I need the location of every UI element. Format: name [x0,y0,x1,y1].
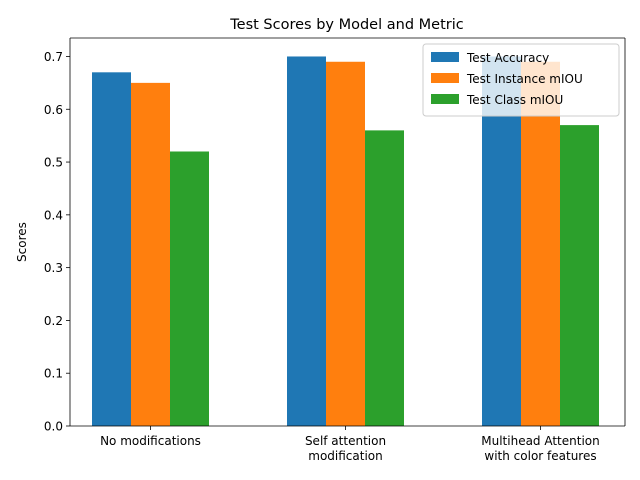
legend-label: Test Class mIOU [466,93,563,107]
x-tick-label: No modifications [100,434,201,448]
y-tick-label: 0.5 [44,156,63,170]
bar-1-2 [287,56,326,426]
bar-3-3 [560,125,599,426]
y-tick-label: 0.0 [44,420,63,434]
bar-2-2 [326,61,365,427]
legend-box [422,43,620,117]
bars-group [92,56,599,427]
x-tick-label: Multihead Attention with color features [481,434,600,463]
axes-group: 0.0 0.1 0.2 0.3 0.4 0.5 0.6 0.7 No modifications… [44,37,626,463]
y-tick-label: 0.6 [44,103,63,117]
legend-swatch [431,73,459,83]
x-tick-label: Self attention modification [305,434,386,463]
y-axis-label: Scores [15,222,29,262]
legend-swatch [431,52,459,62]
y-tick-label: 0.7 [44,50,63,64]
chart-title: Test Scores by Model and Metric [229,17,463,33]
legend-label: Test Instance mIOU [466,72,583,86]
bar-1-3 [482,56,521,426]
y-tick-label: 0.1 [44,367,63,381]
y-tick-label: 0.3 [44,261,63,275]
y-tick-label: 0.2 [44,314,63,328]
bar-2-3 [521,61,560,427]
legend: Test Accuracy Test Instance mIOU Test Clas… [422,43,620,117]
bar-1-1 [92,72,131,426]
legend-label: Test Accuracy [466,51,549,65]
bar-3-1 [170,151,209,427]
y-tick-label: 0.4 [44,208,63,222]
bar-3-2 [365,130,404,426]
bar-2-1 [131,82,170,426]
legend-swatch [431,94,459,104]
